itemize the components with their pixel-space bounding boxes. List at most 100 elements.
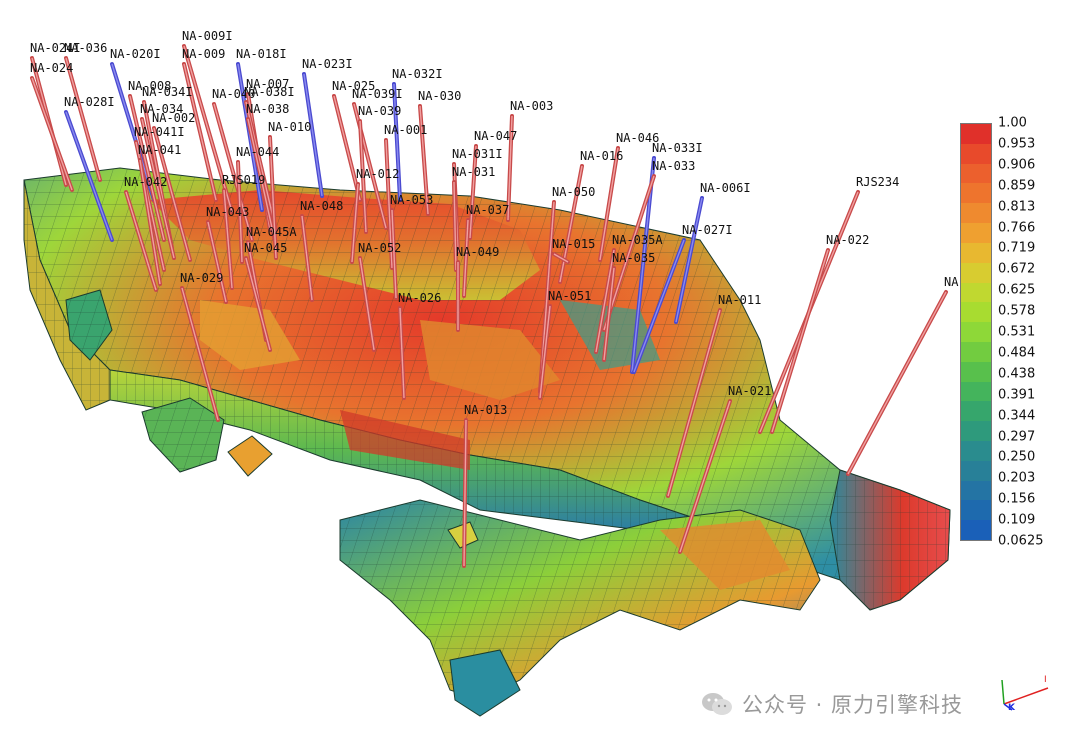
well: NA-026 — [398, 291, 441, 400]
well-label: NA-021 — [728, 384, 771, 398]
well-label: NA-037 — [466, 203, 509, 217]
well-label: NA-033 — [652, 159, 695, 173]
well-trace-highlight — [539, 305, 551, 399]
well: NA-025 — [332, 79, 375, 202]
colorbar-gradient — [960, 123, 992, 541]
well-trace-highlight — [679, 400, 731, 553]
colorbar-step — [961, 381, 991, 402]
well-label: NA-033I — [652, 141, 703, 155]
well-label: NA-027I — [682, 223, 733, 237]
well-label: NA-041 — [138, 143, 181, 157]
well: NA-015 — [552, 237, 595, 264]
well-label: NA-025 — [332, 79, 375, 93]
well: NA-008 — [128, 79, 171, 242]
colorbar-value: 0.438 — [998, 366, 1036, 382]
colorbar-step — [961, 203, 991, 224]
well: NA-040 — [212, 87, 255, 242]
well-trace-highlight — [419, 105, 429, 215]
well-label: NA-044 — [236, 145, 279, 159]
well-label: NA-028I — [64, 95, 115, 109]
well-label: NA-050 — [552, 185, 595, 199]
well-trace-highlight — [129, 95, 165, 241]
well-label: NA-016 — [580, 149, 623, 163]
well-trace-highlight — [359, 120, 367, 233]
well-label: NA-030 — [418, 89, 461, 103]
well-label: NA-039I — [352, 87, 403, 101]
well: NA-041 — [138, 143, 181, 286]
colorbar-value: 0.203 — [998, 470, 1036, 486]
well-label: NA-049 — [456, 245, 499, 259]
colorbar-step — [961, 223, 991, 243]
well-trace-highlight — [141, 118, 175, 259]
well: NA-027I — [632, 223, 733, 374]
well-trace-highlight — [469, 145, 477, 239]
colorbar-value: 0.484 — [998, 345, 1036, 361]
well-trace-highlight — [213, 103, 253, 241]
well: RJS019 — [222, 173, 265, 290]
well-label: NA-035A — [612, 233, 663, 247]
watermark-text: 公众号 · 原力引擎科技 — [742, 693, 964, 717]
well: NA-053 — [390, 193, 433, 300]
well: RJS234 — [758, 175, 899, 434]
well: NA-028I — [64, 95, 115, 242]
well: NA-029 — [180, 271, 223, 422]
well-label: NA-026 — [398, 291, 441, 305]
well: NA-016 — [558, 149, 623, 284]
well-trace-highlight — [399, 307, 405, 399]
well: NA-049 — [456, 245, 499, 332]
well: NA-052 — [358, 241, 401, 352]
colorbar-step — [961, 183, 991, 204]
well-label: NA-011 — [718, 293, 761, 307]
well: NA-030 — [418, 89, 461, 216]
colorbar-value: 0.672 — [998, 261, 1036, 277]
colorbar-step — [961, 302, 991, 323]
colorbar-value: 0.766 — [998, 220, 1036, 235]
well-trace-highlight — [463, 219, 469, 297]
well-trace-highlight — [603, 175, 655, 331]
well-label: NA-052 — [358, 241, 401, 255]
well-trace-highlight — [675, 197, 703, 323]
well-label: NA-039 — [358, 104, 401, 118]
well-trace-highlight — [391, 209, 397, 299]
well: NA-048 — [300, 199, 343, 302]
colorbar-step — [961, 441, 991, 461]
well-label: NA-018I — [236, 47, 287, 61]
well: NA-022 — [770, 233, 869, 434]
well-trace-highlight — [181, 287, 219, 421]
well-trace-highlight — [153, 127, 191, 261]
well-label: NA-023I — [302, 57, 353, 71]
well-trace-highlight — [603, 267, 615, 361]
well-label: NA-031 — [452, 165, 495, 179]
well: NA-035A — [594, 233, 663, 354]
well: NA-002 — [152, 111, 195, 262]
well-trace-highlight — [333, 95, 361, 201]
well-label: NA-022 — [826, 233, 869, 247]
well-label: NA-001 — [384, 123, 427, 137]
well-trace-highlight — [31, 77, 73, 191]
colorbar-step — [961, 520, 991, 541]
well: NA-032I — [392, 67, 443, 202]
well-label: NA-013 — [464, 403, 507, 417]
wechat-icon — [702, 693, 732, 715]
well-label: NA-009 — [182, 47, 225, 61]
well-trace-highlight — [183, 45, 233, 213]
colorbar-step — [961, 460, 991, 481]
well-trace-highlight — [393, 83, 401, 201]
colorbar-value: 0.391 — [998, 387, 1036, 403]
well-label: NA-034I — [142, 85, 193, 99]
well-label: NA-042 — [124, 175, 167, 189]
well-label: RJS019 — [222, 173, 265, 187]
well-label: NA-040 — [212, 87, 255, 101]
detached-fragments — [65, 289, 479, 549]
well-trace-highlight — [633, 239, 685, 373]
well-label: NA-032I — [392, 67, 443, 81]
colorbar-step — [961, 143, 991, 164]
colorbar-value: 0.109 — [998, 512, 1036, 528]
well: NA-009I — [182, 29, 234, 214]
colorbar-step — [961, 401, 991, 422]
well: NA-010 — [268, 120, 311, 260]
well-trace-highlight — [139, 159, 161, 285]
well-label: NA-051 — [548, 289, 591, 303]
well-trace-highlight — [245, 257, 271, 351]
